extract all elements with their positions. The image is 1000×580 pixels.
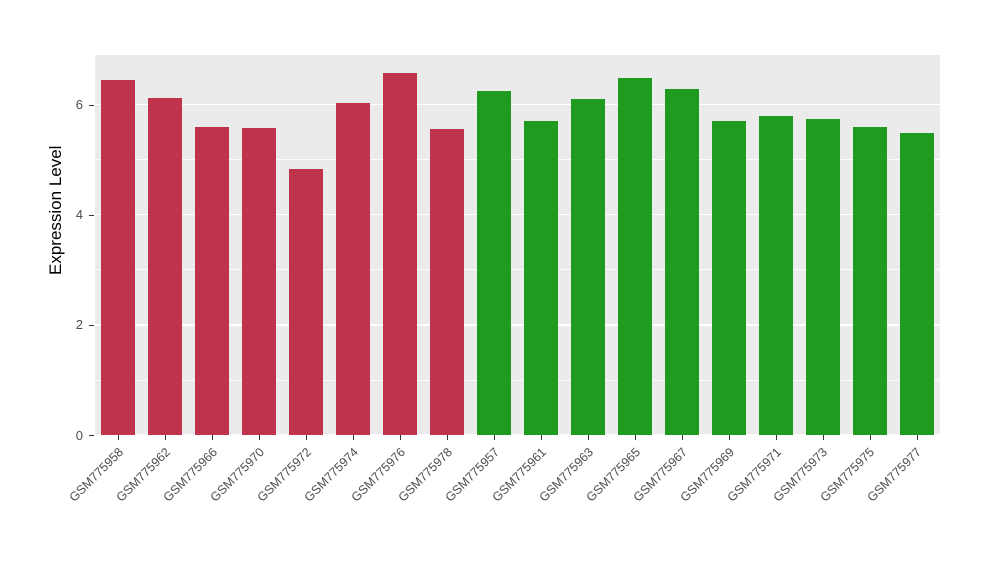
bar-GSM775976 [383,72,418,435]
x-tick-mark [447,435,449,440]
x-tick-mark [353,435,355,440]
x-tick-mark [822,435,824,440]
y-tick-mark [89,214,94,216]
y-tick-label: 0 [75,427,83,443]
plot-panel [95,55,940,436]
x-tick-mark [869,435,871,440]
gridline-major [95,103,940,106]
bar-GSM775962 [148,97,183,435]
bar-GSM775978 [430,128,465,435]
bar-GSM775961 [523,121,558,435]
x-tick-mark [634,435,636,440]
x-tick-mark [587,435,589,440]
bar-GSM775970 [242,127,277,435]
x-tick-mark [728,435,730,440]
bar-GSM775965 [617,78,652,435]
x-tick-mark [540,435,542,440]
bar-GSM775973 [805,118,840,435]
y-tick-label: 6 [75,97,83,113]
x-tick-mark [681,435,683,440]
bar-GSM775969 [711,121,746,435]
gridline-minor [95,159,940,160]
bar-GSM775963 [570,99,605,435]
x-tick-mark [165,435,167,440]
x-tick-mark [775,435,777,440]
x-tick-mark [212,435,214,440]
bar-GSM775974 [336,103,371,435]
y-tick-mark [89,104,94,106]
bar-GSM775958 [101,79,136,435]
y-tick-mark [89,324,94,326]
bar-GSM775966 [195,126,230,435]
y-axis-title: Expression Level [46,145,65,275]
gridline-major [95,324,940,326]
bar-GSM775967 [664,89,699,435]
gridline-major [95,214,940,216]
x-tick-mark [916,435,918,440]
x-tick-mark [118,435,120,440]
x-tick-mark [400,435,402,440]
bar-GSM775957 [477,90,512,435]
gridline-major [95,434,940,436]
bar-GSM775971 [758,115,793,435]
y-tick-label: 2 [75,317,83,333]
bar-GSM775972 [289,169,324,435]
y-tick-mark [89,435,94,436]
gridline-minor [95,379,940,381]
y-tick-label: 4 [75,207,83,223]
x-tick-mark [494,435,496,440]
bar-GSM775975 [852,126,887,435]
x-tick-mark [306,435,308,440]
bar-GSM775977 [899,133,934,435]
x-tick-mark [259,435,261,440]
gridline-minor [95,269,940,271]
